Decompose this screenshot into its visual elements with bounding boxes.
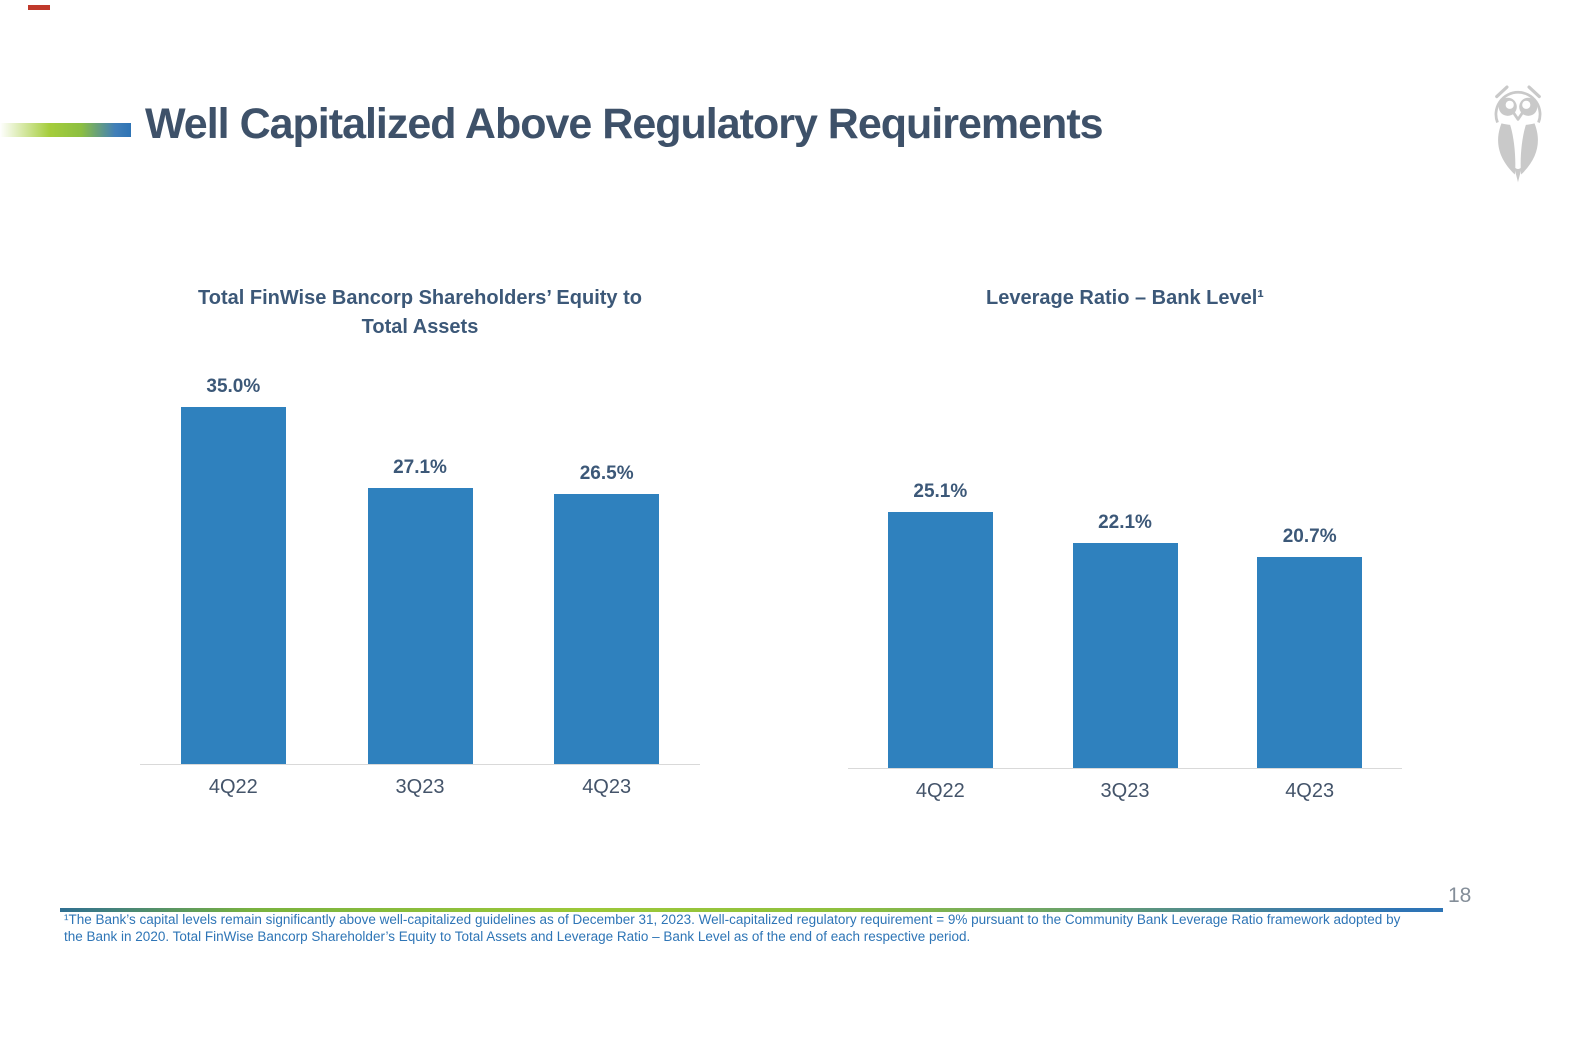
footer-divider [60, 908, 1443, 912]
category-label: 4Q22 [915, 780, 965, 802]
page-number: 18 [1448, 884, 1472, 907]
plot-area: 25.1% 4Q22 22.1% 3Q23 20.7% 4Q23 [848, 360, 1402, 802]
finwise-owl-icon [1478, 80, 1558, 184]
bar-value-label: 27.1% [393, 457, 447, 478]
category-label: 3Q23 [395, 776, 445, 798]
bar-value-label: 25.1% [913, 481, 968, 502]
chart-title-line: Total FinWise Bancorp Shareholders’ Equi… [198, 287, 642, 309]
bar-4Q23 [1257, 557, 1363, 768]
chart-title-line: Leverage Ratio – Bank Level¹ [986, 287, 1264, 309]
plot-area: 35.0% 4Q22 27.1% 3Q23 26.5% 4Q23 [140, 360, 700, 798]
top-left-red-mark [28, 5, 50, 10]
bar-value-label: 35.0% [206, 376, 261, 397]
chart-title-line: Total Assets [361, 316, 479, 338]
chart-title: Leverage Ratio – Bank Level¹ [848, 284, 1402, 313]
bar-3Q23 [1072, 543, 1178, 768]
bar-3Q23 [367, 488, 473, 764]
page-title: Well Capitalized Above Regulatory Requir… [145, 100, 1104, 148]
chart-title: Total FinWise Bancorp Shareholders’ Equi… [140, 284, 700, 342]
chart-equity-to-assets: Total FinWise Bancorp Shareholders’ Equi… [140, 0, 700, 830]
title-accent-bar [0, 123, 131, 137]
category-label: 4Q23 [582, 776, 632, 798]
category-label: 3Q23 [1100, 780, 1150, 802]
bar-4Q22 [887, 512, 993, 768]
category-label: 4Q22 [208, 776, 258, 798]
bar-4Q22 [180, 407, 286, 764]
bar-4Q23 [554, 494, 660, 764]
chart-leverage-ratio: Leverage Ratio – Bank Level¹ 25.1% 4Q22 22… [848, 0, 1402, 830]
bar-value-label: 20.7% [1282, 526, 1337, 547]
footnote: ¹The Bank’s capital levels remain signif… [64, 912, 1401, 944]
category-label: 4Q23 [1285, 780, 1335, 802]
bar-value-label: 26.5% [579, 463, 634, 484]
bar-value-label: 22.1% [1098, 512, 1152, 533]
